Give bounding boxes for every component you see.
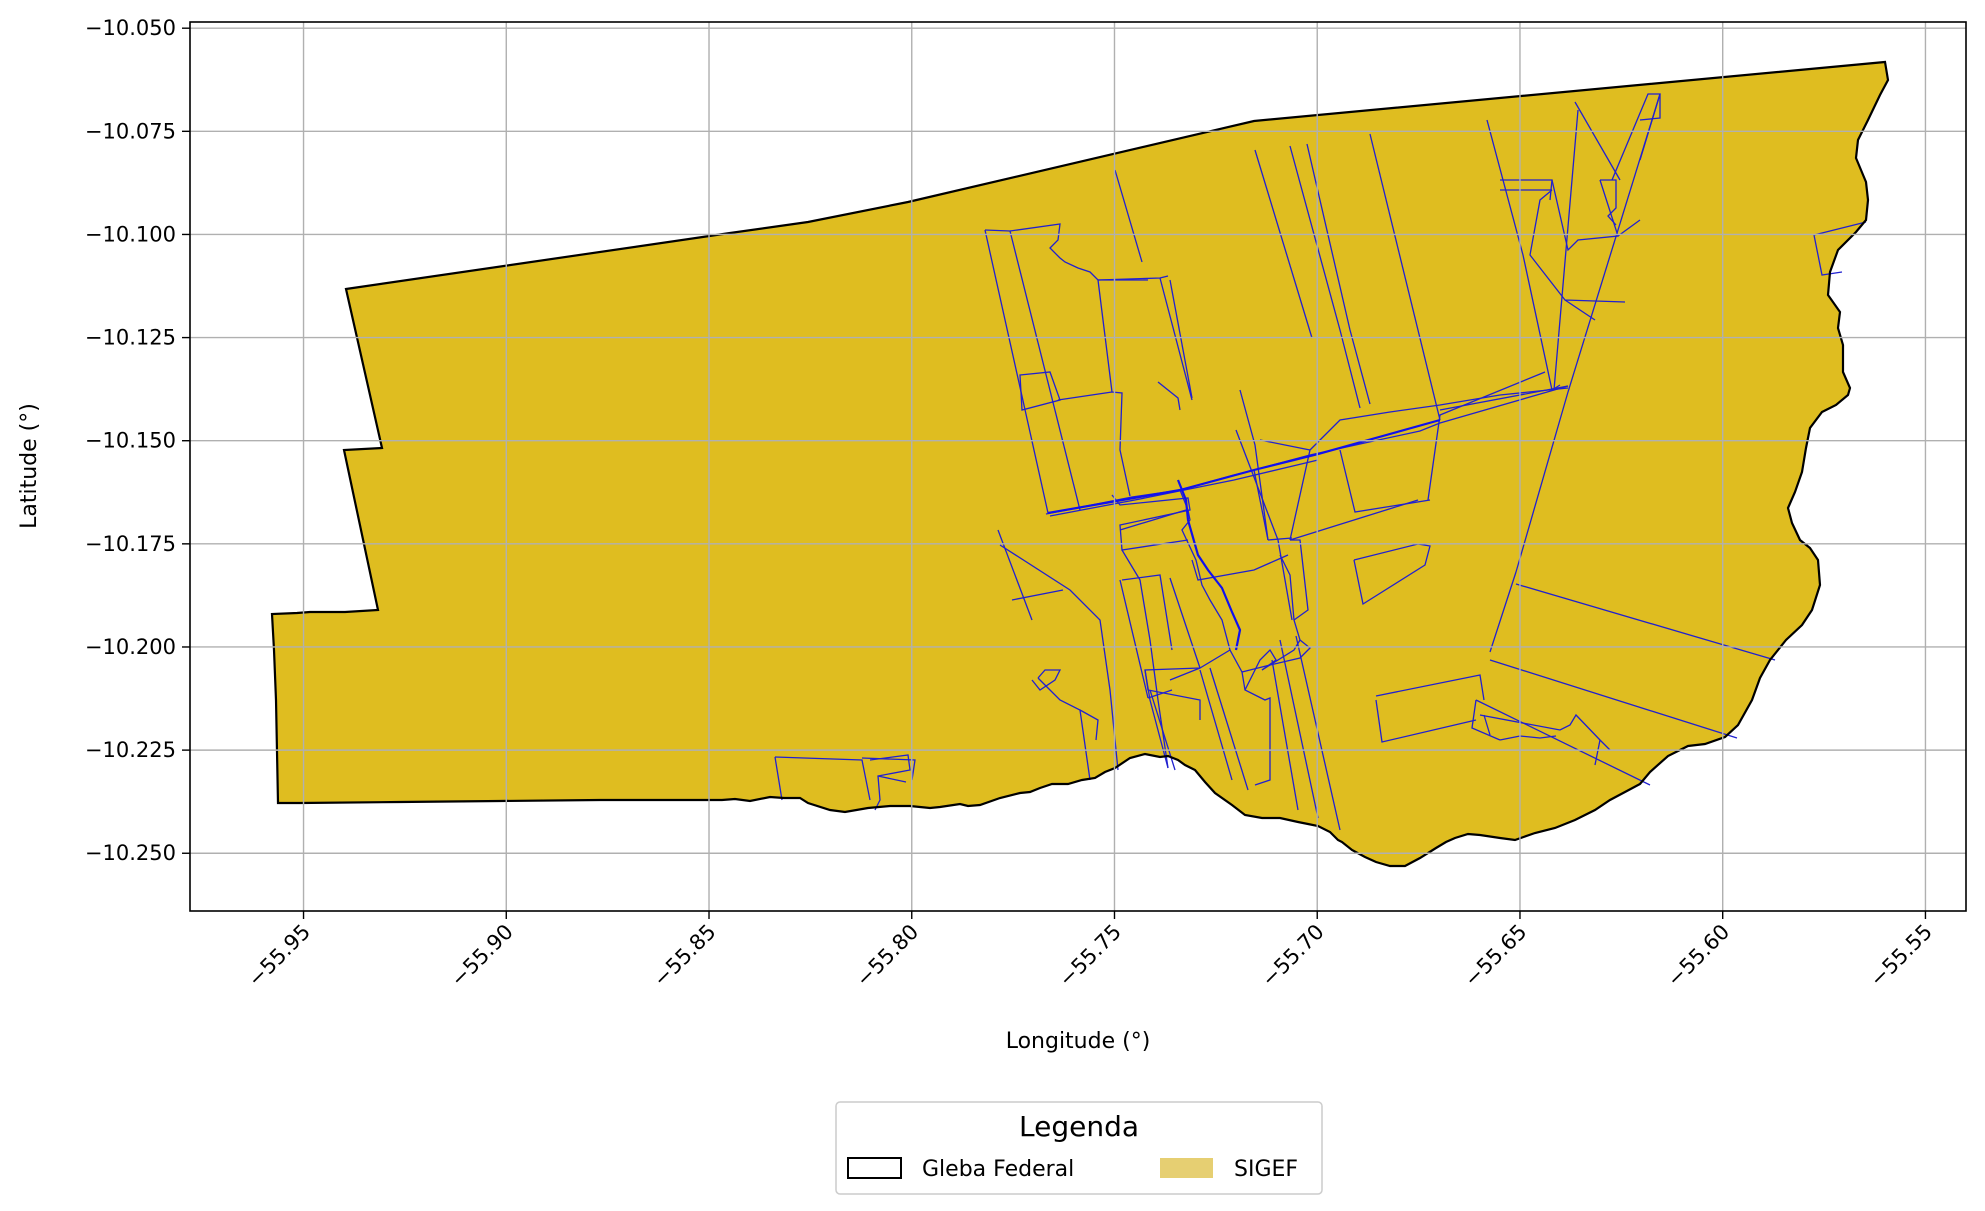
- legend-swatch-sigef: [1160, 1158, 1213, 1178]
- x-tick-label: −55.65: [1460, 920, 1532, 992]
- sigef-parcel-lines: [774, 93, 1867, 831]
- legend-title: Legenda: [1019, 1110, 1139, 1143]
- y-tick-label: −10.075: [85, 119, 176, 143]
- y-axis-ticks: −10.050 −10.075 −10.100 −10.125 −10.150 −10.1…: [85, 16, 190, 865]
- y-tick-label: −10.100: [85, 222, 176, 246]
- legend-swatch-gleba-federal: [847, 1157, 902, 1179]
- y-tick-label: −10.175: [85, 532, 176, 556]
- legend: Legenda Gleba Federal SIGEF: [835, 1101, 1323, 1195]
- y-tick-label: −10.250: [85, 841, 176, 865]
- y-tick-label: −10.200: [85, 635, 176, 659]
- x-tick-label: −55.90: [446, 920, 518, 992]
- x-tick-label: −55.55: [1865, 920, 1937, 992]
- x-tick-label: −55.70: [1257, 920, 1329, 992]
- y-tick-label: −10.225: [85, 738, 176, 762]
- stream-line: [1176, 479, 1242, 651]
- legend-label-gleba-federal: Gleba Federal: [922, 1157, 1074, 1182]
- legend-label-sigef: SIGEF: [1234, 1157, 1298, 1182]
- x-tick-label: −55.80: [851, 920, 923, 992]
- gleba-federal-outline: [270, 60, 1890, 868]
- y-tick-label: −10.050: [85, 16, 176, 40]
- y-axis-label: Latitude (°): [17, 403, 42, 529]
- x-axis-ticks: −55.95 −55.90 −55.85 −55.80 −55.75 −55.70 −55.…: [243, 911, 1937, 991]
- x-tick-label: −55.75: [1054, 920, 1126, 992]
- x-tick-label: −55.60: [1662, 920, 1734, 992]
- x-tick-label: −55.95: [243, 920, 315, 992]
- road-line: [1047, 418, 1441, 515]
- x-tick-label: −55.85: [649, 920, 721, 992]
- sigef-area-polygon: [272, 62, 1888, 866]
- y-tick-label: −10.125: [85, 326, 176, 350]
- x-axis-label: Longitude (°): [1006, 1029, 1151, 1054]
- y-tick-label: −10.150: [85, 429, 176, 453]
- axes-frame: [189, 21, 1967, 912]
- grid-lines: [190, 22, 1966, 911]
